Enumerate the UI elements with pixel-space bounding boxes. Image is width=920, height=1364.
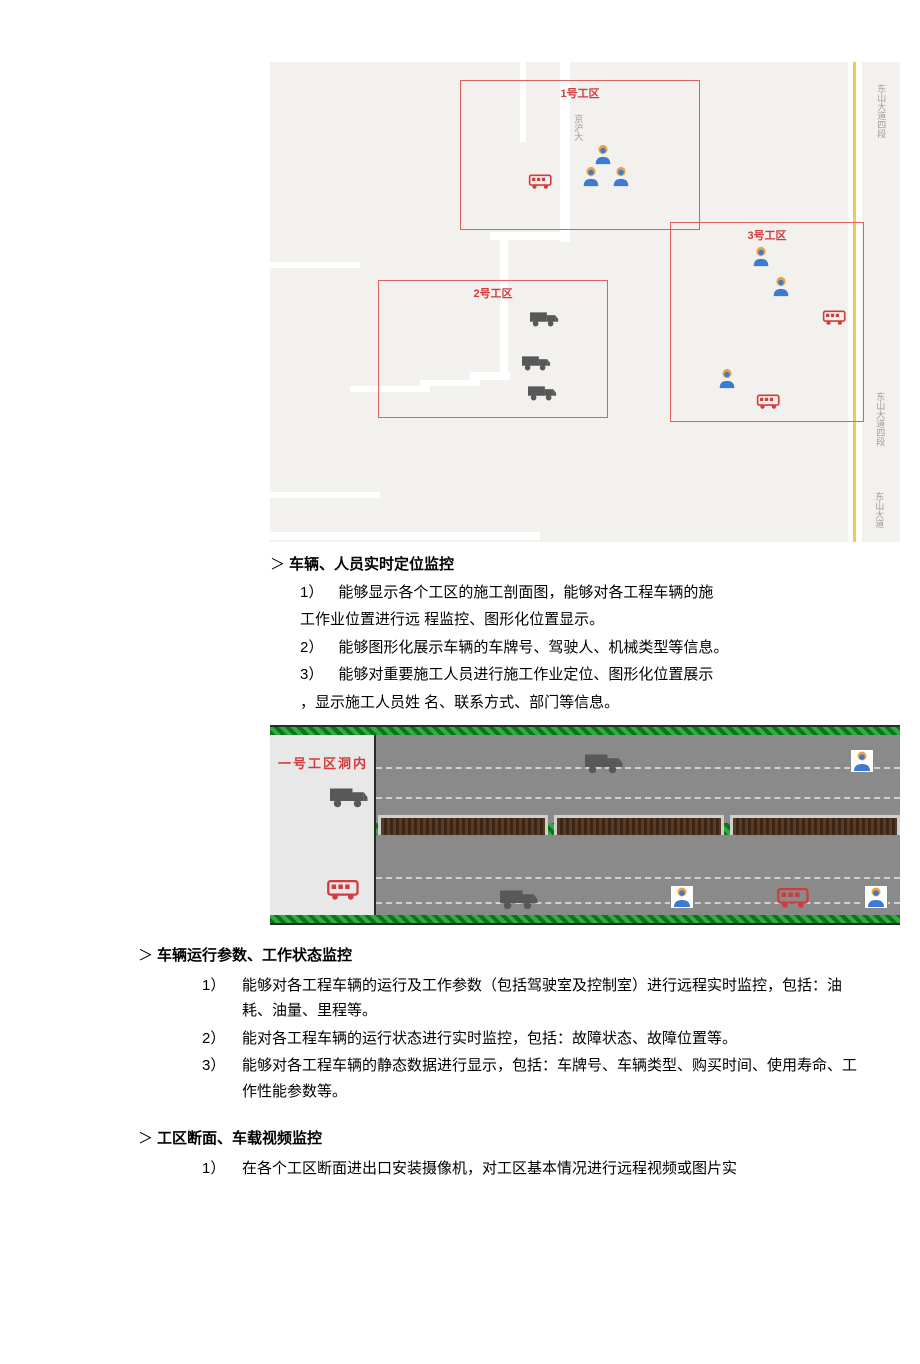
list-item: 3） 能够对重要施工人员进行施工作业定位、图形化位置展示 [300, 662, 860, 688]
bus-icon [756, 392, 782, 410]
list-item-text: 能够对各工程车辆的运行及工作参数（包括驾驶室及控制室）进行远程实时监控，包括：油… [242, 973, 858, 1024]
list-item: 3）能够对各工程车辆的静态数据进行显示，包括：车牌号、车辆类型、购买时间、使用寿… [202, 1053, 858, 1104]
road-label: 东山大道四段 [872, 392, 887, 446]
list-item-cont: ，显示施工人员姓 名、联系方式、部门等信息。 [300, 690, 860, 716]
list-item-text: 能对各工程车辆的运行状态进行实时监控，包括：故障状态、故障位置等。 [242, 1026, 858, 1052]
list-item-number: 2） [202, 1026, 242, 1052]
worker-icon [864, 885, 888, 909]
worker-icon [770, 276, 792, 298]
bus-icon [822, 308, 848, 326]
truck-icon [528, 382, 558, 402]
zone-label: 2号工区 [379, 285, 607, 304]
worker-icon [716, 368, 738, 390]
worker-icon [592, 144, 614, 166]
section-1-title: 车辆、人员实时定位监控 [289, 552, 454, 578]
bus-icon [528, 172, 554, 190]
road-label: 东山大道 [871, 492, 886, 528]
lane-dash [376, 902, 900, 904]
grass-stripe [270, 915, 900, 923]
truck-gray-icon [585, 749, 625, 775]
section-1-body: 1） 能够显示各个工区的施工剖面图，能够对各工程车辆的施工作业位置进行远 程监控… [300, 580, 860, 716]
chevron-icon: ＞ [270, 552, 285, 578]
worker-icon [580, 166, 602, 188]
zone-label: 3号工区 [671, 227, 863, 246]
bus-red-icon [776, 885, 812, 909]
lane-dash [376, 767, 900, 769]
list-item-text: 能够对各工程车辆的静态数据进行显示，包括：车牌号、车辆类型、购买时间、使用寿命、… [242, 1053, 858, 1104]
list-item: 2）能对各工程车辆的运行状态进行实时监控，包括：故障状态、故障位置等。 [202, 1026, 858, 1052]
section-2-body: 1）能够对各工程车辆的运行及工作参数（包括驾驶室及控制室）进行远程实时监控，包括… [202, 973, 858, 1105]
lane-dash [376, 797, 900, 799]
lane-dash [376, 877, 900, 879]
road-segment [270, 532, 540, 540]
grass-stripe [270, 727, 900, 735]
worker-icon [670, 885, 694, 909]
truck-icon [530, 308, 560, 328]
section-3-body: 1）在各个工区断面进出口安装摄像机，对工区基本情况进行远程视频或图片实 [202, 1156, 858, 1182]
list-item-number: 3） [202, 1053, 242, 1104]
list-item-number: 1） [202, 1156, 242, 1182]
truck-gray-icon [330, 783, 370, 809]
list-item: 1） 能够显示各个工区的施工剖面图，能够对各工程车辆的施 [300, 580, 860, 606]
worker-icon [750, 246, 772, 268]
truck-icon [522, 352, 552, 372]
road-segment [270, 262, 360, 268]
section-2-title: 车辆运行参数、工作状态监控 [157, 943, 352, 969]
facade-label: 一号工区洞内 [278, 753, 368, 775]
list-item: 1）在各个工区断面进出口安装摄像机，对工区基本情况进行远程视频或图片实 [202, 1156, 858, 1182]
zone-label: 1号工区 [461, 85, 699, 104]
list-item-text: 在各个工区断面进出口安装摄像机，对工区基本情况进行远程视频或图片实 [242, 1156, 858, 1182]
list-item-number: 1） [202, 973, 242, 1024]
zone-1: 1号工区 [460, 80, 700, 230]
worker-icon [850, 749, 874, 773]
chevron-icon: ＞ [138, 1126, 153, 1152]
section-3-title: 工区断面、车载视频监控 [157, 1126, 322, 1152]
worker-icon [610, 166, 632, 188]
road-label: 东山大道四段 [873, 84, 888, 138]
section-1-heading: ＞ 车辆、人员实时定位监控 [270, 552, 920, 578]
construction-zone-map: 京沪大东山大道四段东山大道四段东山大道 1号工区2号工区3号工区 [270, 62, 900, 542]
list-item: 2） 能够图形化展示车辆的车牌号、驾驶人、机械类型等信息。 [300, 635, 860, 661]
tunnel-profile-figure: 一号工区洞内 [270, 725, 900, 925]
bus-red-icon [326, 877, 362, 901]
section-2-heading: ＞ 车辆运行参数、工作状态监控 [138, 943, 858, 969]
truck-gray-icon [500, 885, 540, 911]
upper-lane [376, 735, 900, 823]
road-segment [270, 492, 380, 498]
road-segment [490, 232, 570, 240]
chevron-icon: ＞ [138, 943, 153, 969]
list-item-cont: 工作业位置进行远 程监控、图形化位置显示。 [300, 607, 860, 633]
section-3-heading: ＞ 工区断面、车载视频监控 [138, 1126, 858, 1152]
list-item: 1）能够对各工程车辆的运行及工作参数（包括驾驶室及控制室）进行远程实时监控，包括… [202, 973, 858, 1024]
zone-2: 2号工区 [378, 280, 608, 418]
